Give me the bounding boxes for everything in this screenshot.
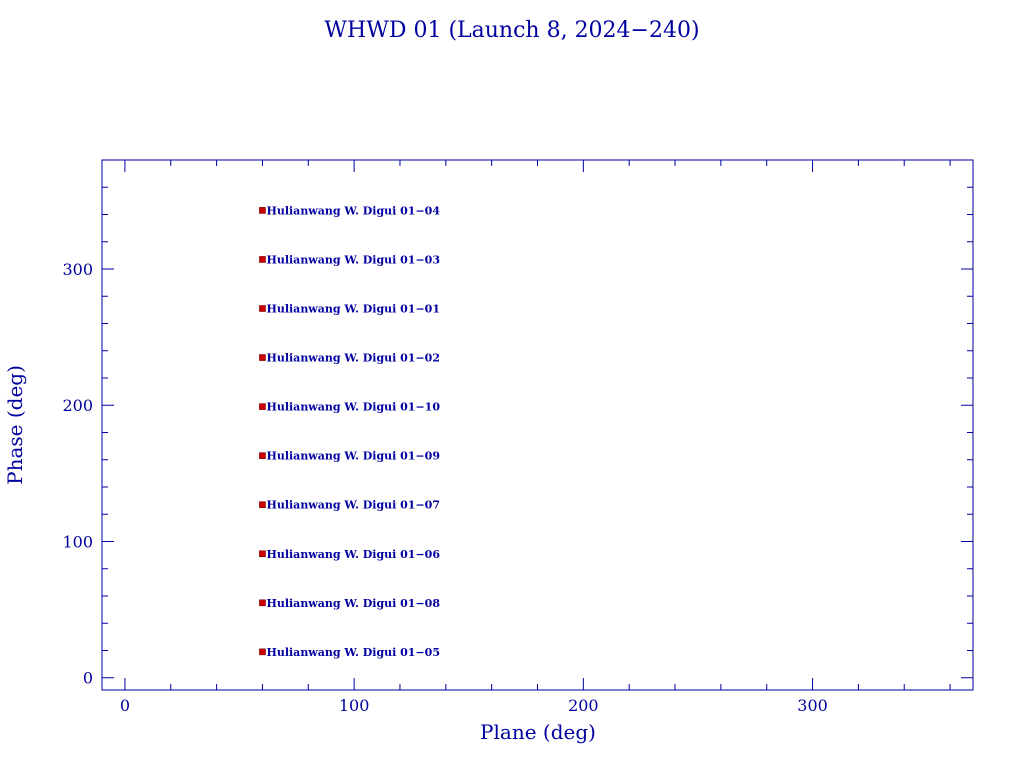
point-label: Hulianwang W. Digui 01−06 — [266, 548, 440, 561]
data-point: Hulianwang W. Digui 01−05 — [259, 646, 440, 659]
y-tick-label: 0 — [83, 669, 93, 688]
data-point: Hulianwang W. Digui 01−02 — [259, 352, 440, 365]
point-marker — [259, 354, 266, 361]
point-label: Hulianwang W. Digui 01−03 — [266, 253, 440, 266]
data-points: Hulianwang W. Digui 01−04 Hulianwang W. D… — [259, 204, 440, 659]
data-point: Hulianwang W. Digui 01−04 — [259, 204, 440, 217]
point-marker — [259, 305, 266, 312]
data-point: Hulianwang W. Digui 01−10 — [259, 401, 440, 414]
point-label: Hulianwang W. Digui 01−10 — [266, 401, 440, 414]
point-marker — [259, 599, 266, 607]
point-label: Hulianwang W. Digui 01−01 — [266, 303, 440, 316]
point-marker — [259, 501, 266, 509]
point-marker — [259, 207, 266, 214]
x-tick-label: 300 — [797, 696, 828, 715]
x-axis-label: Plane (deg) — [480, 720, 596, 744]
data-point: Hulianwang W. Digui 01−06 — [259, 548, 440, 561]
data-point: Hulianwang W. Digui 01−03 — [259, 253, 440, 266]
point-label: Hulianwang W. Digui 01−09 — [266, 450, 440, 463]
point-label: Hulianwang W. Digui 01−05 — [266, 646, 440, 659]
y-axis-label: Phase (deg) — [3, 365, 27, 485]
point-label: Hulianwang W. Digui 01−04 — [266, 204, 440, 217]
x-tick-label: 200 — [568, 696, 599, 715]
point-label: Hulianwang W. Digui 01−08 — [266, 597, 440, 610]
data-point: Hulianwang W. Digui 01−07 — [259, 499, 440, 512]
axis-tick-labels: 0 100 200 300 0 100 200 300 — [62, 260, 827, 715]
data-point: Hulianwang W. Digui 01−01 — [259, 303, 440, 316]
y-tick-label: 100 — [62, 532, 93, 551]
plot-frame — [101, 159, 974, 691]
point-marker — [259, 403, 266, 410]
point-marker — [259, 648, 266, 656]
point-marker — [259, 550, 266, 558]
chart-title: WHWD 01 (Launch 8, 2024−240) — [324, 18, 699, 43]
y-tick-label: 300 — [62, 260, 93, 279]
point-label: Hulianwang W. Digui 01−02 — [266, 352, 440, 365]
y-tick-label: 200 — [62, 396, 93, 415]
axis-ticks — [102, 159, 973, 690]
point-marker — [259, 256, 266, 263]
data-point: Hulianwang W. Digui 01−09 — [259, 450, 440, 463]
data-point: Hulianwang W. Digui 01−08 — [259, 597, 440, 610]
point-label: Hulianwang W. Digui 01−07 — [266, 499, 440, 512]
x-tick-label: 0 — [120, 696, 130, 715]
x-tick-label: 100 — [339, 696, 370, 715]
point-marker — [259, 452, 266, 459]
